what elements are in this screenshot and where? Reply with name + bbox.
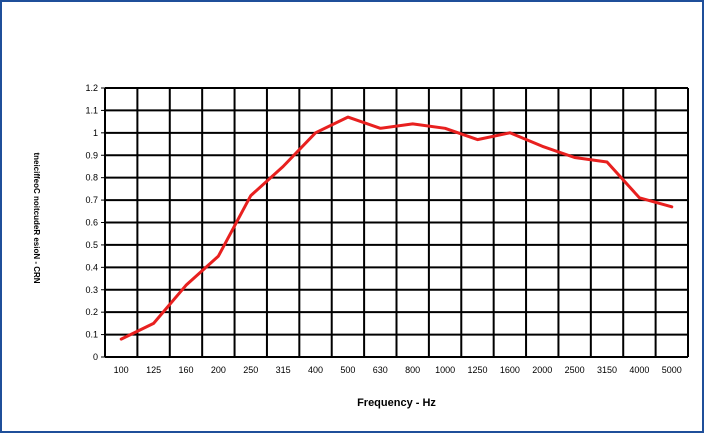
- x-tick-label: 2500: [565, 365, 585, 375]
- x-tick-label: 315: [276, 365, 291, 375]
- x-tick-label: 250: [243, 365, 258, 375]
- x-tick-label: 125: [146, 365, 161, 375]
- y-tick-label: 0.9: [85, 150, 98, 160]
- y-tick-label: 0: [93, 352, 98, 362]
- y-tick-label: 0.7: [85, 195, 98, 205]
- x-tick-label: 800: [405, 365, 420, 375]
- x-tick-label: 1000: [435, 365, 455, 375]
- x-tick-label: 200: [211, 365, 226, 375]
- x-tick-label: 1600: [500, 365, 520, 375]
- x-tick-label: 3150: [597, 365, 617, 375]
- y-tick-label: 1: [93, 128, 98, 138]
- x-tick-label: 4000: [629, 365, 649, 375]
- y-tick-label: 0.6: [85, 218, 98, 228]
- x-tick-label: 500: [340, 365, 355, 375]
- x-tick-labels: 100 125 160 200 250 315 400 500 630 800 1000 1250 16…: [114, 365, 682, 375]
- y-tick-labels: 0 0.1 0.2 0.3 0.4 0.5 0.6 0.7 0.8 0.9 1 1.1 1.2: [85, 83, 105, 362]
- y-tick-label: 0.2: [85, 307, 98, 317]
- x-axis-title: Frequency - Hz: [357, 397, 436, 409]
- x-tick-label: 5000: [662, 365, 682, 375]
- y-tick-label: 0.8: [85, 173, 98, 183]
- x-tick-label: 400: [308, 365, 323, 375]
- x-tick-label: 160: [178, 365, 193, 375]
- y-tick-label: 0.5: [85, 240, 98, 250]
- y-tick-label: 1.2: [85, 83, 98, 93]
- grid-lines: [104, 87, 689, 358]
- series-layer: [119, 115, 674, 341]
- series-line: [119, 115, 674, 341]
- x-tick-label: 1250: [467, 365, 487, 375]
- x-tick-label: 2000: [532, 365, 552, 375]
- y-tick-label: 0.3: [85, 285, 98, 295]
- y-tick-label: 1.1: [85, 105, 98, 115]
- y-tick-label: 0.1: [85, 330, 98, 340]
- y-tick-label: 0.4: [85, 262, 98, 272]
- x-tick-label: 100: [114, 365, 129, 375]
- y-axis-title: tneiciffeoC noitcudeR esioN - CRN: [32, 152, 41, 283]
- x-tick-label: 630: [373, 365, 388, 375]
